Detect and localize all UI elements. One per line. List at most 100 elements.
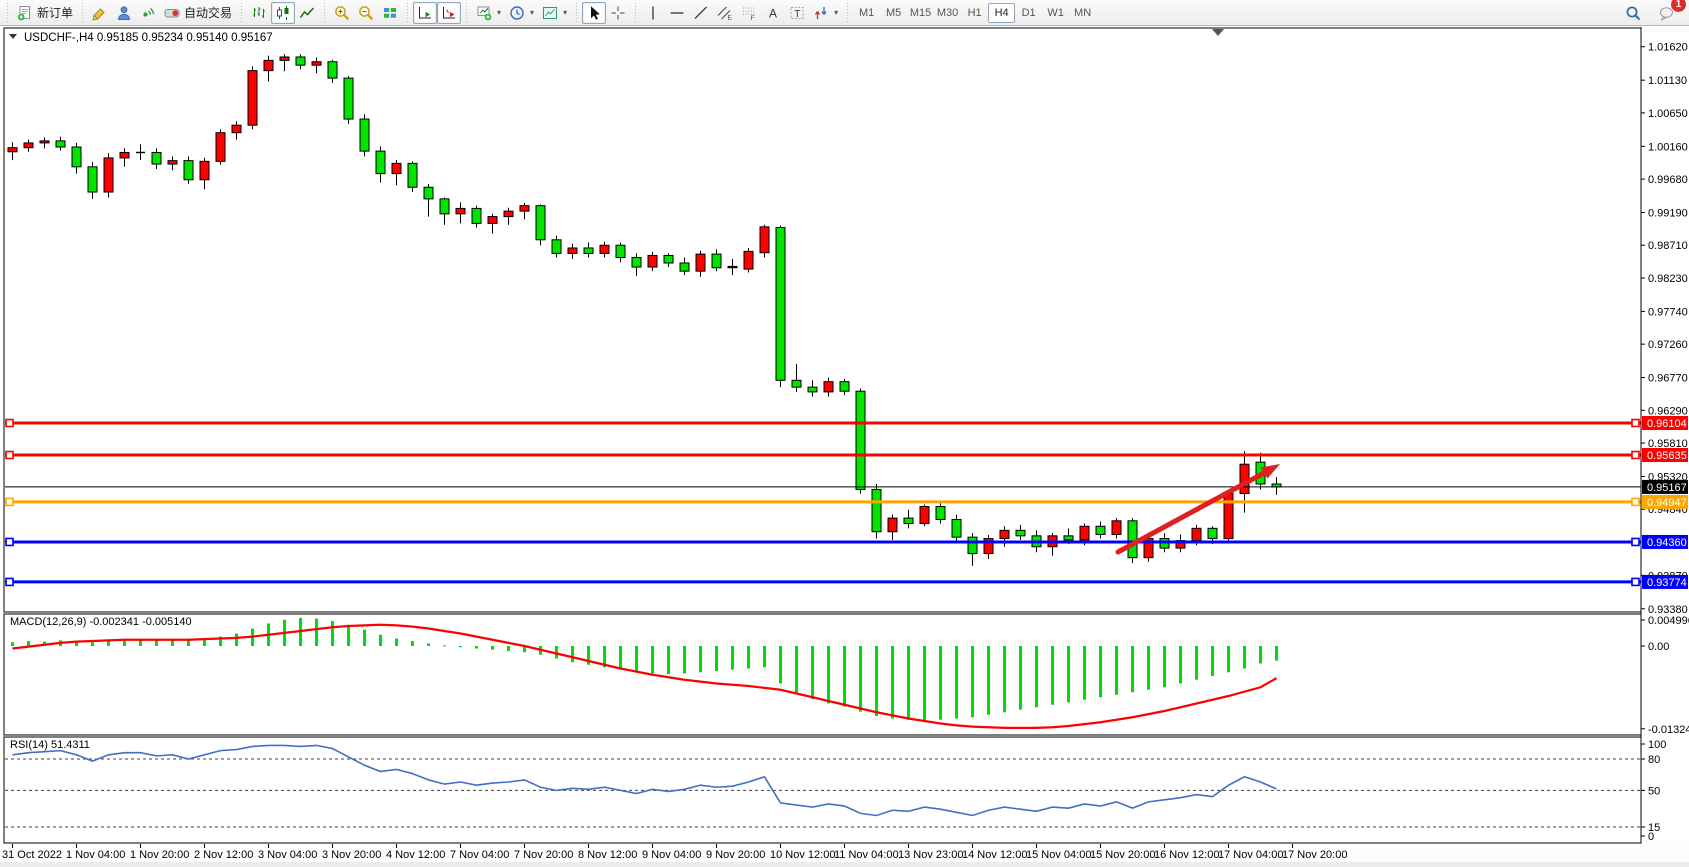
styler-button[interactable] xyxy=(88,2,112,24)
resistance-line-0.95635[interactable] xyxy=(5,450,1641,460)
date-tick-label: 17 Nov 20:00 xyxy=(1282,849,1347,861)
macd-histogram-bar xyxy=(1099,646,1102,698)
line-handle[interactable] xyxy=(1631,537,1640,547)
bar-chart-button[interactable] xyxy=(247,2,271,24)
price-tick-label: 0.99680 xyxy=(1648,174,1688,186)
bull-candle xyxy=(279,56,290,61)
timeframe-button-m30[interactable]: M30 xyxy=(936,6,959,19)
bull-candle xyxy=(1191,527,1202,542)
window-bottom-edge xyxy=(0,862,1689,867)
bull-candle xyxy=(647,254,658,268)
toolbar-separator xyxy=(844,2,852,23)
cursor-icon xyxy=(591,5,600,20)
line-handle[interactable] xyxy=(5,450,14,460)
periods-button[interactable]: ▾ xyxy=(505,2,538,24)
bear-candle xyxy=(839,381,850,392)
notifications-button[interactable]: 1 xyxy=(1655,0,1687,24)
crosshair-button[interactable] xyxy=(606,2,630,24)
autotrading-button[interactable]: 自动交易 xyxy=(160,2,236,24)
macd-histogram-bar xyxy=(603,646,606,668)
cursor-button[interactable] xyxy=(582,1,607,24)
bull-candle xyxy=(215,132,226,162)
vline-button[interactable] xyxy=(641,2,665,24)
toolbar-separator xyxy=(238,2,246,23)
line-handle[interactable] xyxy=(1631,450,1640,460)
dropdown-arrow-icon: ▾ xyxy=(497,8,502,17)
line-handle[interactable] xyxy=(5,418,14,428)
line-handle[interactable] xyxy=(1631,577,1640,587)
arrow-objects-icon xyxy=(815,6,827,19)
candlestick-button[interactable] xyxy=(271,1,296,24)
macd-histogram-bar xyxy=(587,646,590,665)
bull-candle xyxy=(1223,493,1234,540)
chart-shift-icon xyxy=(443,6,456,18)
line-handle[interactable] xyxy=(1631,418,1640,428)
date-tick-label: 7 Nov 20:00 xyxy=(514,849,573,861)
macd-histogram-bar xyxy=(507,646,510,651)
tile-windows-button[interactable] xyxy=(378,2,402,24)
bear-candle xyxy=(87,166,98,193)
bear-candle xyxy=(615,244,626,259)
bear-candle xyxy=(551,239,562,254)
bear-candle xyxy=(871,488,882,533)
line-handle[interactable] xyxy=(5,497,14,507)
support-line-0.94947[interactable] xyxy=(5,497,1641,507)
date-tick-label: 16 Nov 12:00 xyxy=(1154,849,1219,861)
bear-candle xyxy=(663,254,674,264)
support-line-0.93774[interactable] xyxy=(5,577,1641,587)
signals-button[interactable] xyxy=(136,2,160,24)
macd-histogram-bar xyxy=(795,646,798,693)
templates-button[interactable]: ▾ xyxy=(538,2,571,24)
support-line-0.94360[interactable] xyxy=(5,537,1641,547)
macd-histogram-bar xyxy=(619,646,622,670)
zoom-out-button[interactable] xyxy=(354,2,378,24)
community-button[interactable] xyxy=(112,2,136,24)
text-button[interactable]: A xyxy=(761,2,785,24)
rsi-tick-label: 0 xyxy=(1648,831,1654,843)
auto-scroll-button[interactable] xyxy=(413,1,438,24)
svg-text:T: T xyxy=(794,9,800,20)
timeframe-button-h1[interactable]: H1 xyxy=(967,6,982,19)
indicators-button[interactable]: ▾ xyxy=(472,2,505,24)
resistance-line-0.96104[interactable] xyxy=(5,418,1641,428)
bear-candle xyxy=(295,56,306,66)
search-button[interactable] xyxy=(1621,2,1645,24)
timeframe-button-m1[interactable]: M1 xyxy=(858,6,875,19)
bull-candle xyxy=(7,147,18,153)
chart-shift-marker-icon[interactable] xyxy=(1212,29,1224,36)
label-button[interactable]: T xyxy=(785,2,809,24)
hline-button[interactable] xyxy=(665,2,689,24)
bull-candle xyxy=(1239,463,1250,495)
zoom-in-button[interactable] xyxy=(330,2,354,24)
macd-histogram-bar xyxy=(715,646,718,671)
chart-menu-triangle-icon[interactable] xyxy=(9,34,17,39)
trend-arrow-annotation[interactable] xyxy=(1115,464,1280,555)
price-badge-0.95635: 0.95635 xyxy=(1642,447,1688,462)
trendline-button[interactable] xyxy=(689,2,713,24)
macd-histogram-bar xyxy=(331,621,334,646)
timeframe-button-m15[interactable]: M15 xyxy=(909,6,932,19)
bull-candle xyxy=(167,160,178,165)
new-order-button[interactable]: 新订单 xyxy=(13,2,77,24)
timeframe-button-h4[interactable]: H4 xyxy=(988,2,1016,23)
channel-icon: E xyxy=(717,6,733,21)
macd-tick-label: -0.013248 xyxy=(1648,724,1689,736)
macd-histogram-bar xyxy=(1019,646,1022,710)
channel-button[interactable]: E xyxy=(713,2,737,24)
macd-histogram-bar xyxy=(571,646,574,663)
line-chart-button[interactable] xyxy=(295,2,319,24)
line-handle[interactable] xyxy=(5,537,14,547)
timeframe-button-d1[interactable]: D1 xyxy=(1021,6,1036,19)
macd-histogram-bar xyxy=(667,646,670,675)
timeframe-button-mn[interactable]: MN xyxy=(1074,6,1092,19)
timeframe-button-w1[interactable]: W1 xyxy=(1047,6,1064,19)
fibonacci-button[interactable]: F xyxy=(737,2,761,24)
line-handle[interactable] xyxy=(5,577,14,587)
line-handle[interactable] xyxy=(1631,497,1640,507)
date-tick-label: 4 Nov 12:00 xyxy=(386,849,445,861)
bull-candle xyxy=(311,61,322,66)
chart-shift-button[interactable] xyxy=(437,1,462,24)
arrow-objects-button[interactable]: ▾ xyxy=(809,2,842,24)
timeframe-button-m5[interactable]: M5 xyxy=(885,6,902,19)
